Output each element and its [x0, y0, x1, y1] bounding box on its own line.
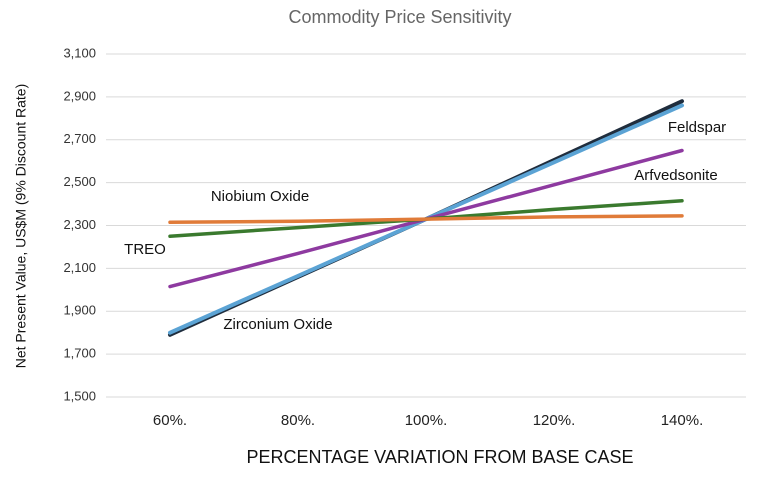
chart-title: Commodity Price Sensitivity — [288, 7, 511, 27]
series-label: Zirconium Oxide — [223, 316, 332, 333]
y-tick-label: 2,300 — [63, 217, 96, 232]
y-tick-label: 1,900 — [63, 303, 96, 318]
x-tick-label: 80%. — [281, 412, 315, 429]
y-tick-label: 1,500 — [63, 388, 96, 403]
x-tick-label: 140%. — [661, 412, 704, 429]
y-tick-label: 2,500 — [63, 174, 96, 189]
y-tick-label: 2,100 — [63, 260, 96, 275]
x-tick-label: 100%. — [405, 412, 448, 429]
x-axis-label: PERCENTAGE VARIATION FROM BASE CASE — [246, 447, 633, 467]
y-tick-label: 3,100 — [63, 45, 96, 60]
series-line — [168, 214, 684, 225]
series-label: Feldspar — [668, 119, 726, 136]
series-label: TREO — [124, 241, 166, 258]
y-tick-label: 2,900 — [63, 88, 96, 103]
x-tick-label: 60%. — [153, 412, 187, 429]
series-label: Arfvedsonite — [634, 167, 717, 184]
series-label: Niobium Oxide — [211, 188, 309, 205]
y-axis-label: Net Present Value, US$M (9% Discount Rat… — [13, 84, 29, 369]
y-tick-label: 1,700 — [63, 346, 96, 361]
y-tick-label: 2,700 — [63, 131, 96, 146]
x-tick-label: 120%. — [533, 412, 576, 429]
